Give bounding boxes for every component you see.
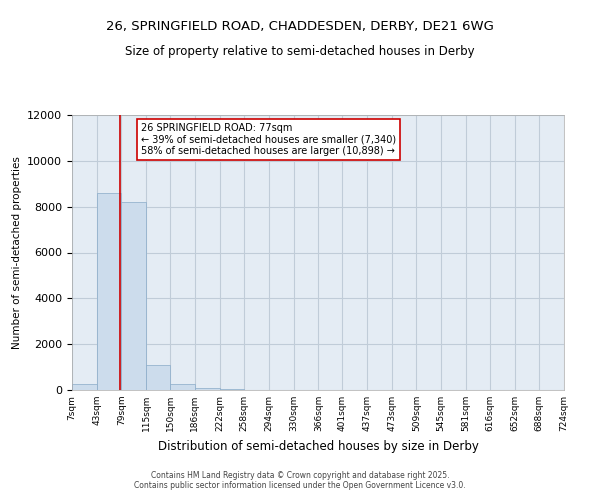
Bar — [97, 193, 121, 390]
Text: Contains HM Land Registry data © Crown copyright and database right 2025.
Contai: Contains HM Land Registry data © Crown c… — [134, 470, 466, 490]
Text: 26, SPRINGFIELD ROAD, CHADDESDEN, DERBY, DE21 6WG: 26, SPRINGFIELD ROAD, CHADDESDEN, DERBY,… — [106, 20, 494, 33]
Bar — [195, 388, 220, 390]
Text: Size of property relative to semi-detached houses in Derby: Size of property relative to semi-detach… — [125, 45, 475, 58]
Bar — [72, 384, 97, 390]
Bar — [146, 365, 170, 390]
Text: 26 SPRINGFIELD ROAD: 77sqm
← 39% of semi-detached houses are smaller (7,340)
58%: 26 SPRINGFIELD ROAD: 77sqm ← 39% of semi… — [141, 123, 396, 156]
X-axis label: Distribution of semi-detached houses by size in Derby: Distribution of semi-detached houses by … — [158, 440, 478, 452]
Bar — [170, 384, 195, 390]
Y-axis label: Number of semi-detached properties: Number of semi-detached properties — [11, 156, 22, 349]
Bar — [220, 389, 244, 390]
Bar — [121, 202, 146, 390]
